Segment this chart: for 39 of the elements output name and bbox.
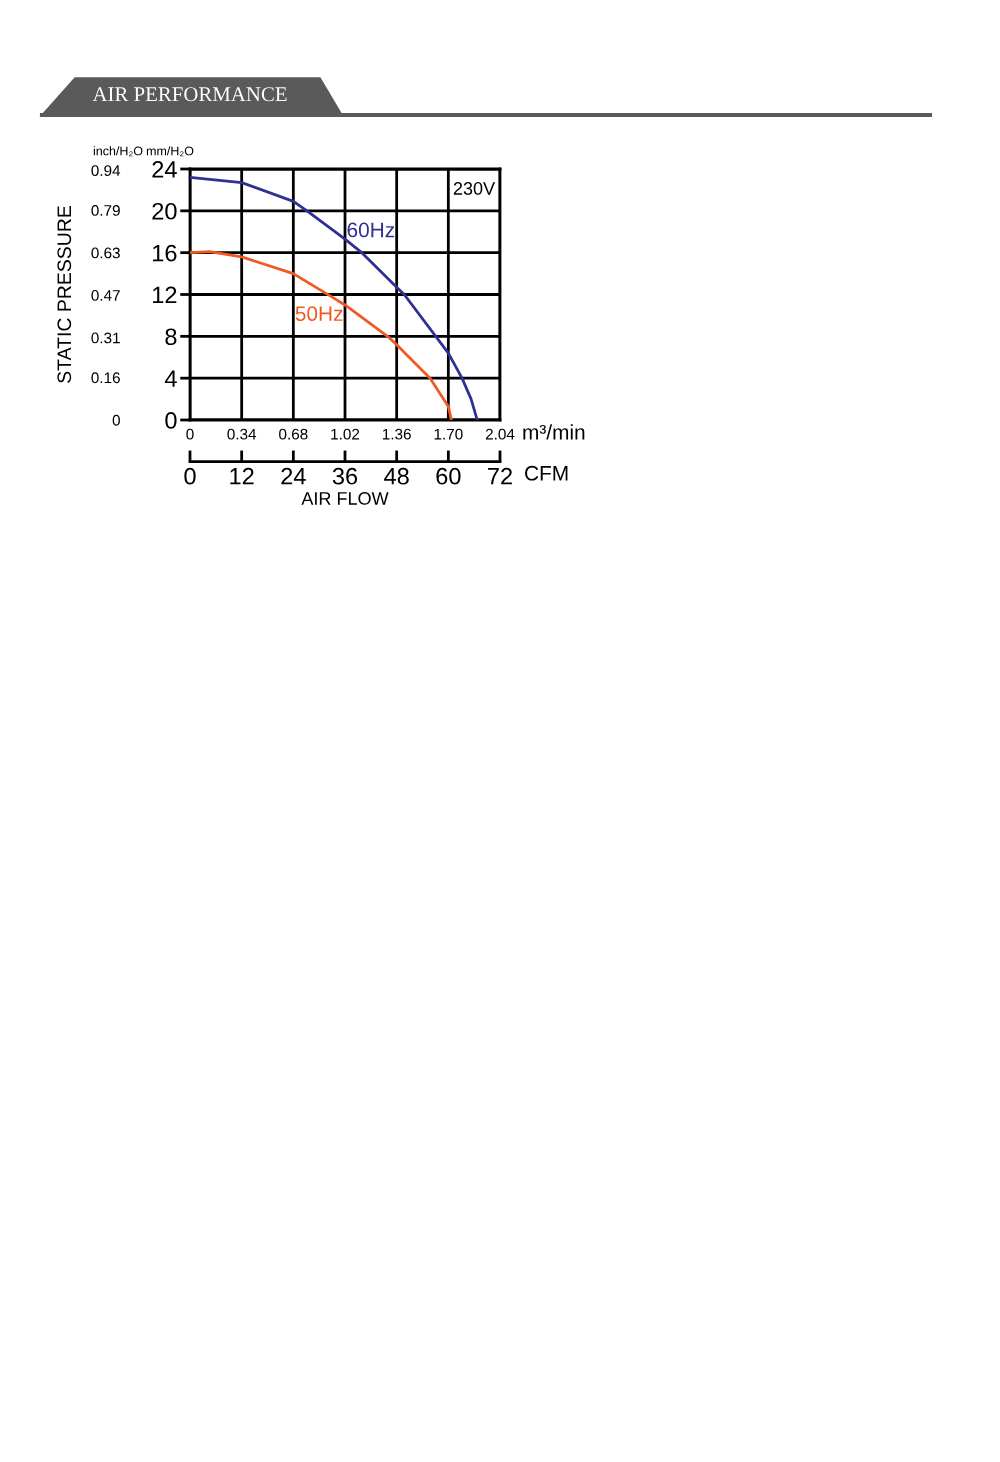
x-tick-label: 0 [186,428,194,440]
x-tick-label: 1.36 [382,428,411,440]
x2-tick-label: 12 [230,467,254,485]
y2-tick-label: 0.47 [91,290,120,301]
annotation: 230V [453,182,496,195]
y-tick-label: 8 [165,328,177,346]
x2-tick-label: 0 [184,467,196,485]
y2-tick-label: 0.63 [91,247,120,259]
x-tick-label: 0.34 [227,428,257,440]
y2-axis-title: STATIC PRESSURE [57,206,72,383]
x2-tick-label: 24 [281,467,306,485]
text: CFM [525,465,568,481]
y-tick-label: 0 [165,412,177,429]
y-tick-label: 4 [164,370,177,387]
x2-tick-label: 36 [332,467,358,485]
x2-tick-label: 72 [488,467,512,485]
x-tick-label: 1.70 [434,428,463,440]
text: inch/H₂O [93,146,143,157]
y2-tick-label: 0.16 [91,372,120,384]
text: m³/min [523,424,585,440]
series-label: 50Hz [295,306,343,322]
y-tick-label: 16 [153,244,177,262]
x-tick-label: 2.04 [485,428,515,440]
line-series [190,250,453,420]
y-tick-label: 12 [153,286,177,304]
y2-tick-label: 0 [112,414,120,426]
y-tick-label: 24 [152,161,177,178]
x2-tick-label: 60 [436,467,461,485]
y-tick-label: 20 [152,202,177,220]
y2-tick-label: 0.94 [91,165,121,177]
x-tick-label: 0.68 [279,428,308,440]
x-tick-label: 1.02 [331,428,360,440]
y2-tick-label: 0.79 [91,205,120,216]
chart-title: AIR PERFORMANCE [92,87,287,102]
x2-tick-label: 48 [384,467,409,485]
y2-tick-label: 0.31 [91,332,120,344]
x-axis-title: AIR FLOW [301,492,389,505]
series-label: 60Hz [347,222,395,238]
text: mm/H₂O [146,146,194,157]
